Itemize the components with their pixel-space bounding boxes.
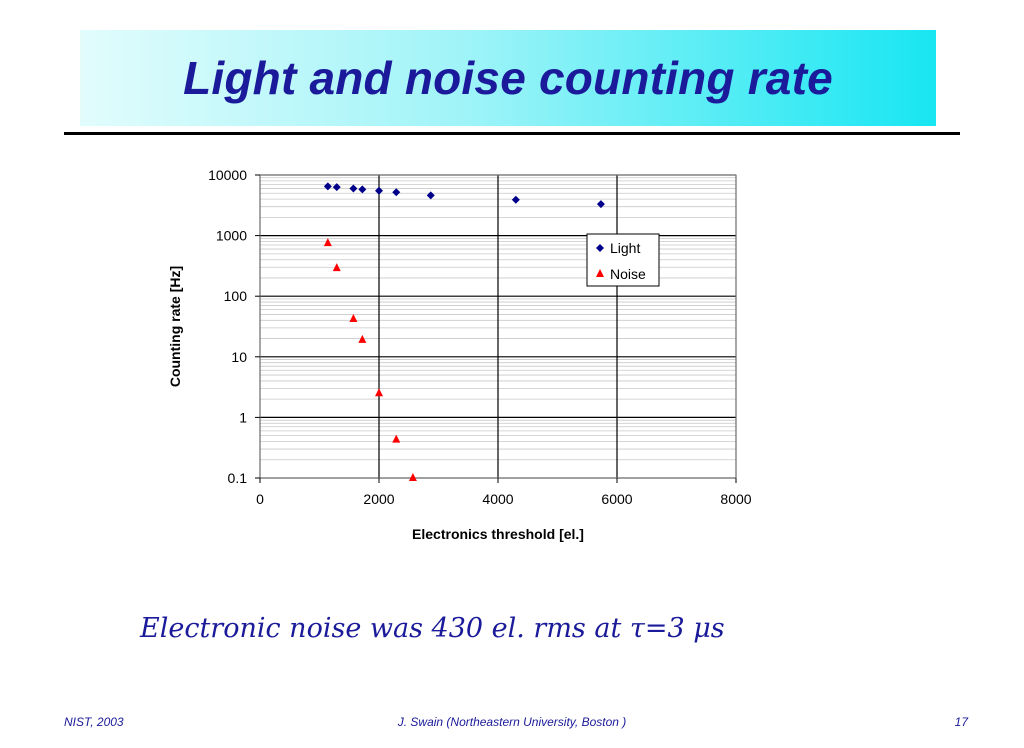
axis-ticks <box>255 174 737 483</box>
major-gridlines <box>259 174 737 479</box>
light-data-point <box>392 188 401 197</box>
footer-author: J. Swain (Northeastern University, Bosto… <box>397 715 627 729</box>
light-data-point <box>596 200 605 209</box>
legend-noise-marker <box>596 269 604 277</box>
light-data-point <box>332 183 341 192</box>
y-tick-label: 1 <box>239 409 247 425</box>
noise-caption: Electronic noise was 430 el. rms at τ=3 … <box>140 613 725 644</box>
noise-data-point <box>332 263 341 272</box>
y-tick-label: 100 <box>224 288 248 304</box>
y-tick-label: 10000 <box>208 167 247 183</box>
y-tick-label: 1000 <box>216 228 247 244</box>
noise-data-point <box>349 314 358 323</box>
chart-legend: Light Noise <box>586 233 660 287</box>
title-divider <box>64 132 960 135</box>
counting-rate-chart: 0.1 1 10 100 1000 10000 0 2000 4000 6000 8000 Elec… <box>167 167 752 542</box>
noise-data-point <box>375 388 383 397</box>
slide-title-banner: Light and noise counting rate <box>80 30 936 126</box>
light-data-point <box>358 185 367 194</box>
legend-light-label: Light <box>610 240 640 256</box>
slide-title: Light and noise counting rate <box>183 52 833 104</box>
x-tick-label: 8000 <box>720 491 751 507</box>
legend-light-marker <box>596 244 604 252</box>
light-data-point <box>323 182 332 191</box>
y-axis-label: Counting rate [Hz] <box>167 266 183 387</box>
x-axis-label: Electronics threshold [el.] <box>412 526 584 542</box>
x-tick-label: 0 <box>256 491 264 507</box>
legend-noise-label: Noise <box>610 266 646 282</box>
legend-box <box>586 233 660 287</box>
noise-data-point <box>408 473 417 481</box>
light-data-point <box>426 191 435 200</box>
noise-data-point <box>392 434 401 443</box>
y-tick-label: 10 <box>231 349 247 365</box>
data-points <box>323 182 605 481</box>
noise-data-point <box>323 238 332 247</box>
y-tick-label: 0.1 <box>228 470 248 486</box>
footer-conference: NIST, 2003 <box>64 715 124 729</box>
light-data-point <box>375 186 383 195</box>
light-data-point <box>511 195 520 204</box>
noise-data-point <box>358 334 367 343</box>
x-tick-label: 6000 <box>601 491 632 507</box>
light-data-point <box>349 184 358 193</box>
x-tick-label: 2000 <box>363 491 394 507</box>
x-tick-label: 4000 <box>482 491 513 507</box>
axis-tick-labels: 0.1 1 10 100 1000 10000 0 2000 4000 6000 8000 <box>208 167 752 507</box>
footer-page-number: 17 <box>954 715 968 729</box>
